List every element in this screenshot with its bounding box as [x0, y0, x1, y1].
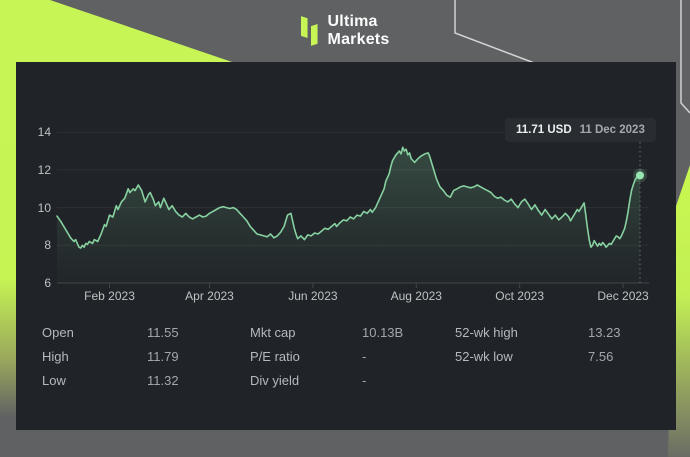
- stat-value: 11.79: [147, 348, 179, 364]
- stat-row-open: Open 11.55: [42, 320, 179, 344]
- brand-name: Ultima Markets: [328, 13, 390, 49]
- logo-bar-left-icon: [300, 16, 308, 38]
- logo-bar-right-icon: [310, 24, 318, 46]
- stat-row-low: Low 11.32: [42, 368, 179, 392]
- stat-row-high: High 11.79: [42, 344, 179, 368]
- tooltip-price: 11.71 USD: [516, 124, 572, 136]
- stat-value: -: [362, 372, 367, 388]
- stat-row-pe-ratio: P/E ratio -: [250, 344, 403, 368]
- stat-label: High: [42, 348, 69, 364]
- brand-name-line1: Ultima: [327, 13, 378, 30]
- stat-label: P/E ratio: [250, 348, 300, 364]
- stat-value: 13.23: [588, 324, 621, 340]
- brand-logo: Ultima Markets: [300, 13, 390, 49]
- price-area: [57, 147, 640, 283]
- price-line: [56, 146, 641, 249]
- stats-column-price: Open 11.55 High 11.79 Low 11.32: [42, 320, 179, 392]
- last-point-marker: [636, 171, 644, 180]
- stat-label: 52-wk high: [455, 324, 518, 340]
- outline-shape-right: [680, 0, 690, 114]
- price-panel: 6 8 10 12 14 Feb 2023 Apr 2023 Jun 2023 Aug 202…: [16, 62, 676, 430]
- left-green-strip: [0, 60, 16, 457]
- stat-row-div-yield: Div yield -: [250, 368, 403, 392]
- stat-row-mktcap: Mkt cap 10.13B: [250, 320, 403, 344]
- stat-row-52wk-low: 52-wk low 7.56: [455, 344, 621, 368]
- header: Ultima Markets: [0, 0, 690, 62]
- outline-shape-left: [454, 0, 538, 65]
- tooltip-date: 11 Dec 2023: [579, 124, 645, 136]
- price-tooltip: 11.71 USD 11 Dec 2023: [505, 118, 656, 142]
- stat-value: 10.13B: [362, 324, 404, 340]
- stats-column-fundamentals: Mkt cap 10.13B P/E ratio - Div yield -: [250, 320, 403, 392]
- stat-value: -: [362, 348, 367, 364]
- brand-name-line2: Markets: [327, 31, 390, 48]
- brand-logo-icon: [300, 16, 319, 46]
- stat-label: Open: [42, 324, 74, 340]
- stat-label: Low: [42, 372, 66, 388]
- stat-row-52wk-high: 52-wk high 13.23: [455, 320, 621, 344]
- stat-value: 11.32: [147, 372, 179, 388]
- green-wedge-top-left: [0, 0, 235, 63]
- stat-label: Div yield: [250, 372, 300, 388]
- stat-value: 11.55: [147, 324, 179, 340]
- stat-label: Mkt cap: [250, 324, 296, 340]
- stat-label: 52-wk low: [455, 348, 513, 364]
- stats-column-52wk: 52-wk high 13.23 52-wk low 7.56: [455, 320, 621, 368]
- price-chart[interactable]: [16, 62, 676, 430]
- stat-value: 7.56: [588, 348, 614, 364]
